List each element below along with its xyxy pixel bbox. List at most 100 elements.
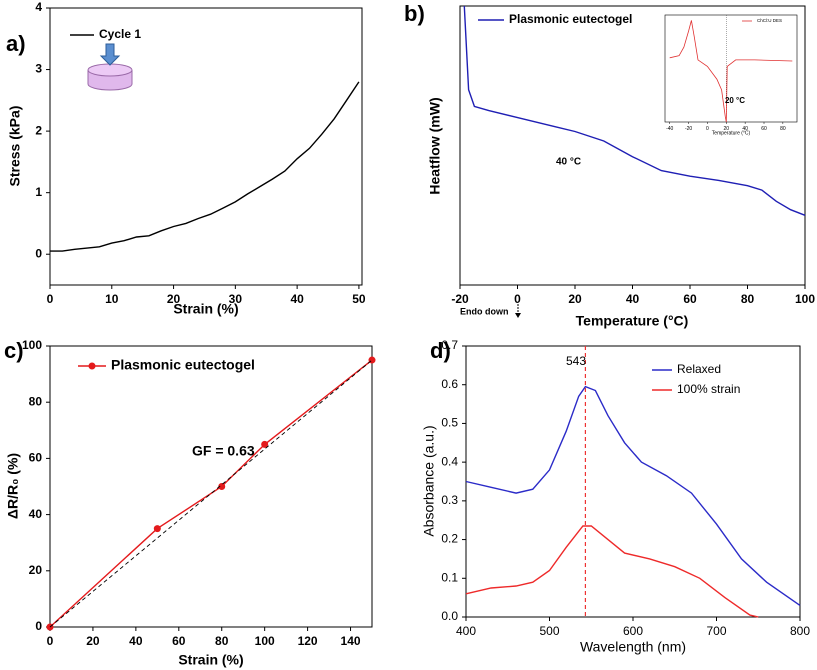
y-tick-label: 0.3	[441, 493, 458, 507]
y-tick-label: 100	[22, 338, 42, 352]
series-line	[465, 525, 759, 618]
inset: -40 -20 0 20 40 60 80 ChCl:U DES 20 °C Temperatur…	[664, 14, 798, 136]
x-tick-label: 20	[86, 634, 100, 648]
legend-label: 100% strain	[677, 382, 740, 396]
legend-label: Plasmonic eutectogel	[111, 357, 255, 373]
y-tick-label: 60	[29, 451, 43, 465]
plot-frame	[465, 345, 801, 618]
series-line	[463, 5, 806, 216]
data-point	[218, 483, 226, 490]
x-tick-label: 40	[742, 126, 748, 132]
x-tick-label: 500	[539, 624, 559, 638]
x-tick-label: 80	[780, 126, 786, 132]
compression-icon	[87, 43, 133, 91]
legend-label: Plasmonic eutectogel	[509, 12, 632, 26]
y-tick-label: 0	[35, 246, 42, 260]
arrow-head	[515, 313, 521, 318]
legend-label: Relaxed	[677, 362, 721, 376]
x-tick-label: 0	[706, 126, 709, 132]
y-tick-label: 0.5	[441, 416, 458, 430]
x-tick-label: 140	[341, 634, 361, 648]
x-tick-label: 60	[172, 634, 186, 648]
panel-label: c)	[4, 338, 24, 363]
panel-label: b)	[404, 1, 425, 26]
y-tick-label: 0.6	[441, 377, 458, 391]
y-tick-label: 40	[29, 507, 43, 521]
y-axis-title: Heatflow (mW)	[427, 97, 443, 194]
endo-arrow	[515, 304, 521, 318]
x-tick-label: 80	[215, 634, 229, 648]
x-tick-label: 0	[47, 292, 54, 306]
x-tick-label: 0	[47, 634, 54, 648]
x-tick-label: 400	[456, 624, 476, 638]
x-tick-label: 0	[514, 292, 521, 306]
x-tick-label: -40	[666, 126, 673, 132]
panel: 400 500 600 700 800 0.0 0.1 0.2 0.3 0.4 0.5 0.6 0.7 R…	[421, 338, 811, 655]
x-axis-title: Temperature (°C)	[576, 313, 689, 329]
legend-label: Cycle 1	[99, 27, 141, 41]
y-tick-label: 0.7	[441, 338, 458, 352]
y-tick-label: 2	[35, 123, 42, 137]
x-tick-label: -20	[451, 292, 469, 306]
x-tick-label: 30	[229, 292, 243, 306]
y-tick-label: 80	[29, 394, 43, 408]
panel-label: d)	[430, 338, 451, 363]
legend-marker	[88, 362, 96, 370]
panel: 0 20 40 60 80 100 120 140 0 20 40 60 80 100 Plasmonic …	[4, 338, 376, 668]
y-tick-label: 0.2	[441, 532, 458, 546]
x-tick-label: 700	[706, 624, 726, 638]
panel-label: a)	[6, 31, 26, 56]
y-tick-label: 4	[35, 0, 42, 14]
x-tick-label: 100	[255, 634, 275, 648]
y-axis-title: ΔR/R₀ (%)	[5, 453, 21, 519]
x-tick-label: 800	[790, 624, 810, 638]
legend-label: ChCl:U DES	[757, 18, 782, 23]
y-axis-title: Stress (kPa)	[7, 106, 23, 187]
y-tick-label: 0	[35, 619, 42, 633]
x-tick-label: 20	[167, 292, 181, 306]
x-tick-label: 20	[568, 292, 582, 306]
annotation: 40 °C	[556, 157, 581, 168]
x-tick-label: 40	[290, 292, 304, 306]
data-point	[261, 440, 269, 448]
x-tick-label: 600	[623, 624, 643, 638]
x-tick-label: 60	[761, 126, 767, 132]
x-tick-label: 20	[724, 126, 730, 132]
x-tick-label: 80	[741, 292, 755, 306]
y-axis-title: Absorbance (a.u.)	[421, 425, 437, 536]
x-tick-label: 50	[352, 292, 366, 306]
press-arrow	[99, 43, 121, 66]
x-axis-title: Wavelength (nm)	[580, 639, 686, 655]
x-tick-label: -20	[685, 126, 692, 132]
data-point	[153, 525, 161, 533]
annotation: 543	[566, 354, 586, 368]
x-tick-label: 60	[683, 292, 697, 306]
x-tick-label: 10	[105, 292, 119, 306]
annotation: Endo down	[460, 306, 509, 316]
series-line	[465, 385, 801, 606]
y-tick-label: 20	[29, 563, 43, 577]
annotation: 20 °C	[725, 96, 745, 105]
x-axis-title: Temperature (°C)	[712, 130, 751, 136]
panel: 0 10 20 30 40 50 0 1 2 3 4 Cycle 1 Strain (%) Stress …	[6, 0, 366, 317]
panel: -20 0 20 40 60 80 100 Plasmonic eutectogel 40 °C…	[404, 1, 815, 329]
series-line	[50, 81, 360, 252]
y-tick-label: 0.4	[441, 454, 458, 468]
disc-top	[87, 63, 133, 77]
annotation: GF = 0.63	[192, 443, 255, 459]
x-tick-label: 40	[129, 634, 143, 648]
y-tick-label: 0.0	[441, 609, 458, 623]
y-tick-label: 1	[35, 185, 42, 199]
plot-frame	[49, 7, 363, 286]
plot-frame	[49, 345, 373, 628]
x-axis-title: Strain (%)	[173, 301, 238, 317]
x-tick-label: 120	[298, 634, 318, 648]
y-tick-label: 3	[35, 62, 42, 76]
plot-frame	[664, 14, 798, 123]
y-tick-label: 0.1	[441, 570, 458, 584]
x-tick-label: 100	[795, 292, 815, 306]
x-tick-label: 40	[626, 292, 640, 306]
x-axis-title: Strain (%)	[178, 652, 243, 668]
series-line	[669, 20, 793, 123]
